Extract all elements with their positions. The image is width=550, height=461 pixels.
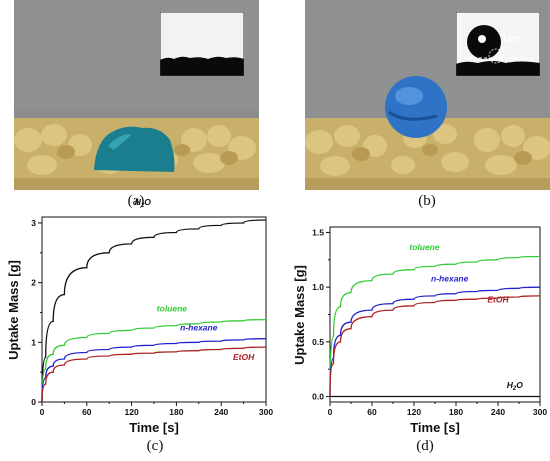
photo-inset-a — [160, 12, 244, 76]
x-tick-label-c: 60 — [82, 407, 92, 417]
photo-droplet-sphere: 145° — [305, 0, 550, 190]
series-line-toluene-d — [329, 255, 541, 397]
x-axis-title-d: Time [s] — [410, 420, 460, 435]
series-line-n-hexane-c — [41, 338, 267, 403]
y-tick-label-c: 2 — [31, 278, 36, 288]
y-tick-label-c: 1 — [31, 337, 36, 347]
x-tick-label-c: 240 — [214, 407, 228, 417]
series-line-etoh-d — [329, 295, 541, 397]
photo-inset-b: 145° — [456, 12, 540, 76]
panel-label-c: (c) — [146, 438, 164, 454]
x-tick-label-c: 180 — [169, 407, 183, 417]
x-tick-label-d: 60 — [367, 407, 377, 417]
x-tick-label-c: 120 — [125, 407, 139, 417]
y-axis-title-c: Uptake Mass [g] — [6, 260, 21, 360]
x-tick-label-d: 240 — [491, 407, 505, 417]
series-label-etoh-d: EtOH — [487, 294, 509, 304]
uptake-chart-d: 0 60 120 180 240 300 0.0 0.5 1.0 1.5 toluene n-hexa… — [270, 205, 550, 440]
x-axis-title-c: Time [s] — [129, 420, 179, 435]
plot-area-c: 0 60 120 180 240 300 0 1 2 3 H2O toluene n-hexane EtO… — [31, 197, 273, 417]
y-tick-label-c: 3 — [31, 218, 36, 228]
x-tick-label-d: 120 — [407, 407, 421, 417]
y-tick-label-d: 0.0 — [312, 392, 324, 402]
series-label-etoh-c: EtOH — [233, 352, 255, 362]
y-tick-label-d: 1.0 — [312, 282, 324, 292]
series-label-h2o-c: H2O — [135, 197, 151, 209]
plot-frame-c — [41, 216, 267, 403]
panel-label-a: (a) — [127, 193, 145, 209]
contact-angle-value: 145° — [502, 34, 521, 44]
panel-label-b: (b) — [418, 193, 436, 209]
series-line-h2o-c — [41, 219, 267, 403]
y-tick-label-d: 1.5 — [312, 227, 324, 237]
plot-frame-d — [329, 226, 541, 403]
panel-label-d: (d) — [416, 438, 434, 454]
y-axis-title-d: Uptake Mass [g] — [292, 265, 307, 365]
series-label-toluene-d: toluene — [409, 242, 439, 252]
series-line-etoh-c — [41, 346, 267, 403]
series-label-toluene-c: toluene — [157, 304, 187, 314]
series-line-n-hexane-d — [329, 286, 541, 397]
y-tick-label-d: 0.5 — [312, 337, 324, 347]
series-label-h2o-d: H2O — [507, 380, 523, 392]
uptake-chart-c: 0 60 120 180 240 300 0 1 2 3 H2O toluene n-hexane EtO… — [0, 197, 280, 440]
plot-area-d: 0 60 120 180 240 300 0.0 0.5 1.0 1.5 toluene n-hexa… — [312, 226, 547, 417]
series-label-n-hexane-c: n-hexane — [180, 323, 218, 333]
x-tick-label-c: 0 — [40, 407, 45, 417]
x-tick-label-d: 0 — [328, 407, 333, 417]
x-tick-label-d: 300 — [533, 407, 547, 417]
photo-droplet-collapsed — [14, 0, 259, 190]
x-tick-label-c: 300 — [259, 407, 273, 417]
series-line-toluene-c — [41, 318, 267, 403]
x-tick-label-d: 180 — [449, 407, 463, 417]
y-tick-label-c: 0 — [31, 397, 36, 407]
series-label-n-hexane-d: n-hexane — [431, 274, 469, 284]
